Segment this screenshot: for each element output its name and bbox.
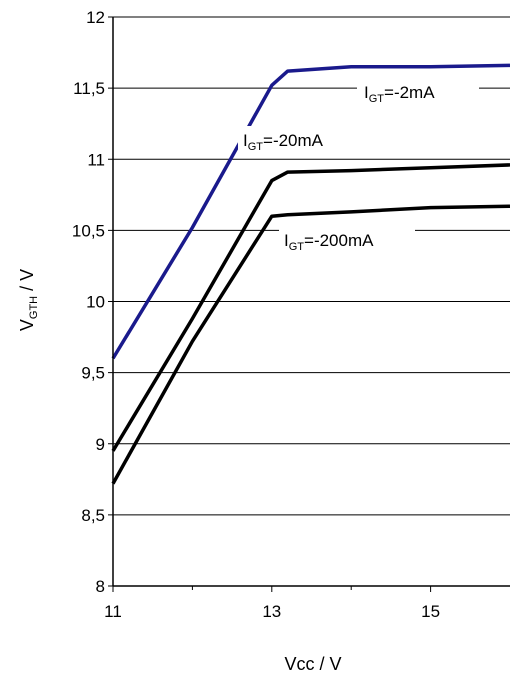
label-sub: GT bbox=[289, 241, 305, 253]
y-tick-label: 8,5 bbox=[81, 506, 105, 525]
y-tick-label: 11 bbox=[87, 150, 105, 169]
y-tick-label: 9,5 bbox=[81, 364, 105, 383]
label-suffix: =-200mA bbox=[304, 231, 374, 250]
series-label-igt-200ma: IGT=-200mA bbox=[279, 226, 415, 254]
label-main: I bbox=[284, 231, 289, 250]
label-sub: GT bbox=[369, 93, 385, 105]
series-label-text: IGT=-20mA bbox=[243, 131, 324, 153]
y-axis-title-suffix: / V bbox=[17, 269, 37, 296]
x-tick-label: 13 bbox=[262, 602, 281, 621]
y-tick-label: 10 bbox=[86, 293, 105, 312]
y-tick-label: 10,5 bbox=[72, 221, 105, 240]
series-label-igt-20ma: IGT=-20mA bbox=[238, 126, 356, 154]
y-tick-label: 9 bbox=[96, 435, 105, 454]
label-box bbox=[357, 77, 479, 103]
series-lines bbox=[111, 63, 510, 485]
label-box bbox=[238, 126, 356, 154]
series-line-1 bbox=[111, 163, 510, 452]
label-box bbox=[279, 226, 415, 254]
y-axis-title-sub: GTH bbox=[28, 296, 40, 319]
x-axis-title: Vcc / V bbox=[284, 654, 341, 674]
x-tick-label: 15 bbox=[421, 602, 440, 621]
axes bbox=[108, 16, 510, 592]
y-axis-title: VGTH / V bbox=[17, 269, 40, 331]
tick-labels: 8 8,5 9 9,5 10 10,5 11 11,5 12 11 13 15 bbox=[72, 8, 440, 621]
label-suffix: =-20mA bbox=[263, 131, 324, 150]
series-line-0 bbox=[111, 63, 510, 360]
label-main: I bbox=[364, 83, 369, 102]
y-axis-title-main: V bbox=[17, 319, 37, 331]
series-label-text: IGT=-2mA bbox=[364, 83, 435, 105]
x-tick-label: 11 bbox=[104, 602, 122, 621]
y-tick-label: 11,5 bbox=[73, 79, 105, 98]
y-tick-label: 12 bbox=[86, 8, 105, 27]
label-suffix: =-2mA bbox=[384, 83, 435, 102]
series-line-2 bbox=[111, 204, 510, 485]
series-label-text: IGT=-200mA bbox=[284, 231, 374, 253]
y-tick-label: 8 bbox=[96, 577, 105, 596]
series-label-igt-2ma: IGT=-2mA bbox=[357, 77, 479, 105]
label-sub: GT bbox=[248, 141, 264, 153]
label-main: I bbox=[243, 131, 248, 150]
